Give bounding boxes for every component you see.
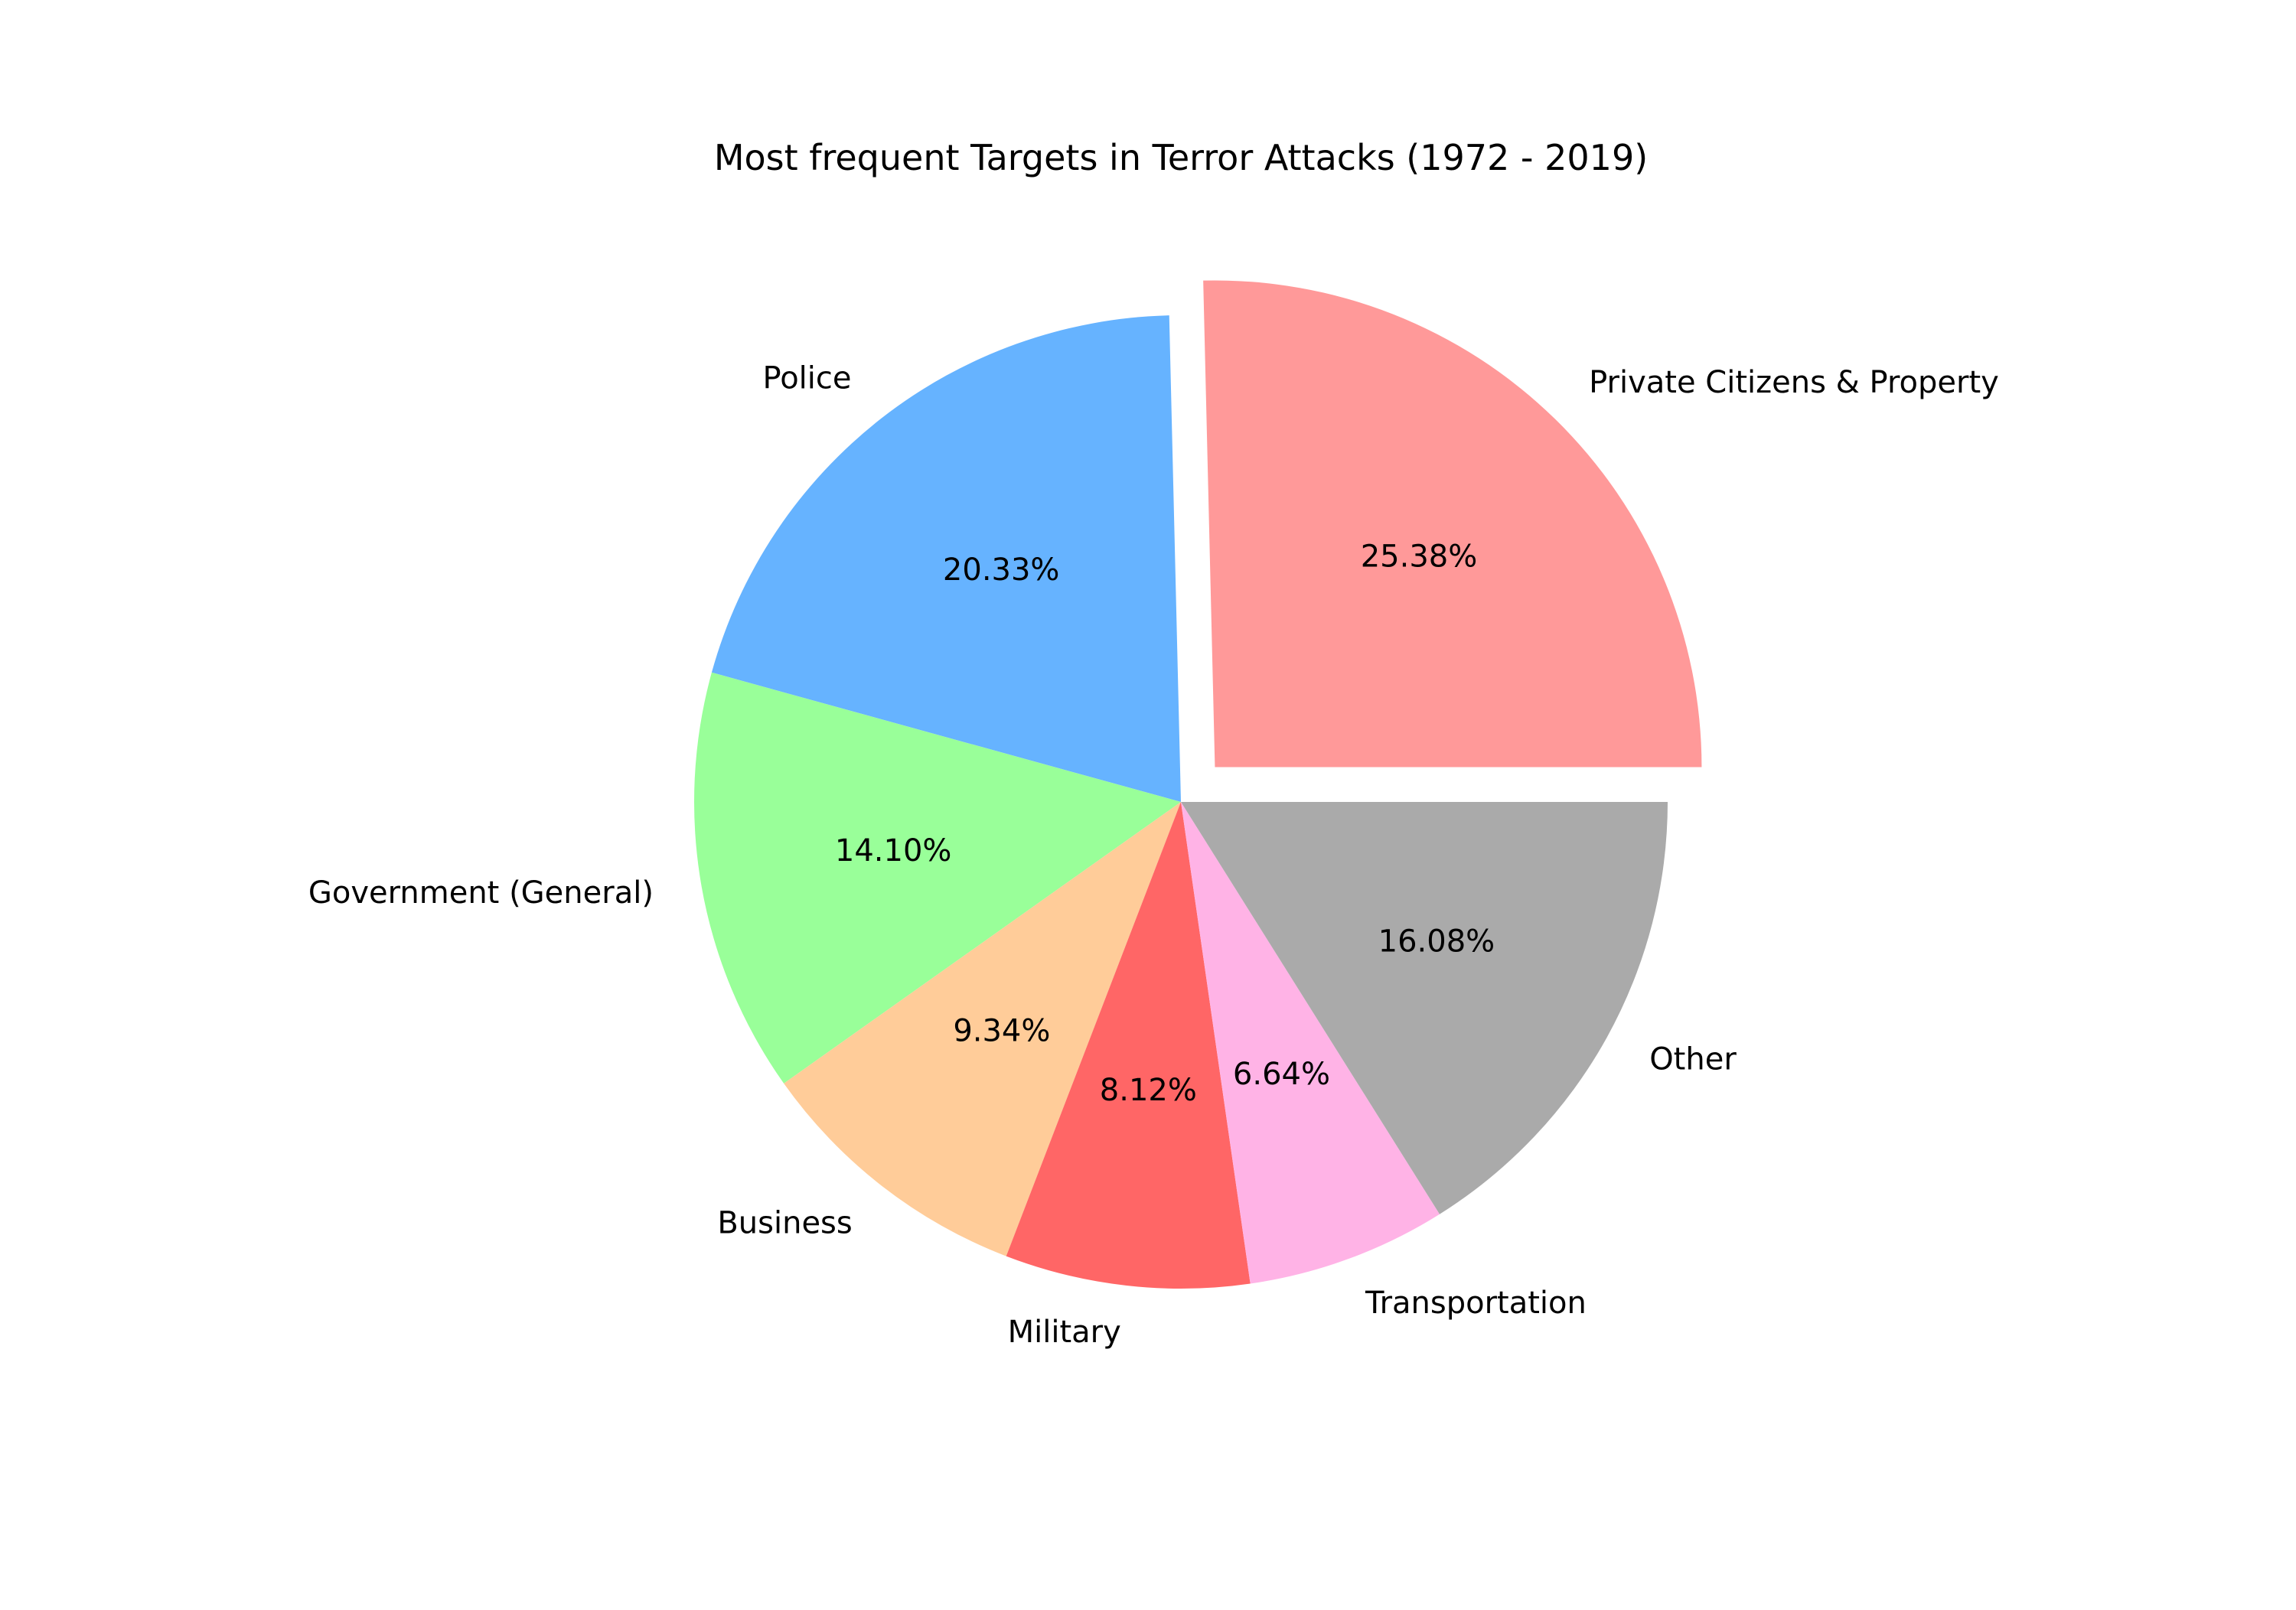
pie-slice-government-general xyxy=(693,672,1181,1084)
pie-slice-transportation xyxy=(1181,802,1440,1284)
pie-slice-other xyxy=(1181,802,1668,1214)
pct-label-police: 20.33% xyxy=(943,552,1060,588)
slice-label-other: Other xyxy=(1649,1042,1737,1077)
chart-title: Most frequent Targets in Terror Attacks … xyxy=(714,137,1648,178)
pct-label-military: 8.12% xyxy=(1100,1073,1197,1108)
pie-slice-military xyxy=(1006,802,1251,1289)
slice-label-military: Military xyxy=(1008,1315,1121,1350)
slice-labels: Private Citizens & Property Police Governm… xyxy=(308,361,1999,1351)
pie-slice-private-citizens-and-property xyxy=(1203,280,1702,768)
pct-label-other: 16.08% xyxy=(1378,924,1495,960)
pie-slice-business xyxy=(784,802,1181,1256)
percentage-labels: 25.38% 20.33% 14.10% 9.34% 8.12% 6.64% 16.08% xyxy=(835,539,1495,1108)
pie-slice-police xyxy=(711,315,1181,802)
slice-label-private-citizens-and-property: Private Citizens & Property xyxy=(1589,365,1999,400)
slice-label-business: Business xyxy=(717,1205,852,1240)
pct-label-business: 9.34% xyxy=(953,1013,1050,1048)
pct-label-private-citizens-and-property: 25.38% xyxy=(1361,539,1478,574)
slice-label-police: Police xyxy=(763,361,852,396)
pie-slices xyxy=(693,280,1702,1289)
slice-label-transportation: Transportation xyxy=(1365,1286,1587,1321)
slice-label-government-general: Government (General) xyxy=(308,875,654,911)
pct-label-government-general: 14.10% xyxy=(835,833,952,869)
pct-label-transportation: 6.64% xyxy=(1233,1057,1330,1092)
